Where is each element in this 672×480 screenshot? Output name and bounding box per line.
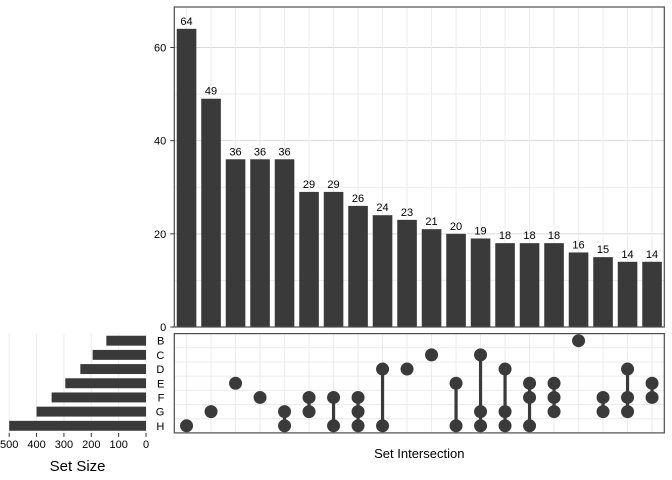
- svg-text:F: F: [158, 392, 165, 404]
- svg-text:29: 29: [327, 179, 339, 191]
- svg-text:E: E: [157, 378, 164, 390]
- svg-text:60: 60: [154, 42, 166, 54]
- svg-text:64: 64: [180, 16, 192, 28]
- svg-text:23: 23: [401, 207, 413, 219]
- svg-text:15: 15: [597, 244, 609, 256]
- svg-text:Set Intersection: Set Intersection: [374, 446, 464, 461]
- svg-text:18: 18: [499, 230, 511, 242]
- svg-text:0: 0: [160, 322, 166, 334]
- svg-text:20: 20: [450, 221, 462, 233]
- svg-text:29: 29: [303, 179, 315, 191]
- svg-text:19: 19: [474, 225, 486, 237]
- svg-text:0: 0: [143, 439, 149, 451]
- svg-text:16: 16: [572, 239, 584, 251]
- svg-text:36: 36: [254, 146, 266, 158]
- svg-text:C: C: [156, 350, 164, 362]
- svg-text:36: 36: [229, 146, 241, 158]
- svg-text:20: 20: [154, 229, 166, 241]
- svg-text:18: 18: [548, 230, 560, 242]
- svg-text:300: 300: [55, 439, 73, 451]
- svg-text:H: H: [156, 421, 164, 433]
- svg-text:18: 18: [523, 230, 535, 242]
- svg-text:200: 200: [82, 439, 100, 451]
- svg-text:500: 500: [0, 439, 18, 451]
- svg-text:B: B: [157, 336, 164, 348]
- svg-text:40: 40: [154, 136, 166, 148]
- svg-text:14: 14: [621, 249, 633, 261]
- svg-text:D: D: [156, 364, 164, 376]
- svg-text:14: 14: [646, 249, 658, 261]
- svg-text:Set Size: Set Size: [50, 458, 106, 475]
- svg-text:100: 100: [109, 439, 127, 451]
- svg-text:400: 400: [27, 439, 45, 451]
- svg-text:G: G: [156, 407, 165, 419]
- svg-text:49: 49: [205, 86, 217, 98]
- svg-text:24: 24: [376, 202, 388, 214]
- svg-text:36: 36: [278, 146, 290, 158]
- svg-text:26: 26: [352, 193, 364, 205]
- svg-text:21: 21: [425, 216, 437, 228]
